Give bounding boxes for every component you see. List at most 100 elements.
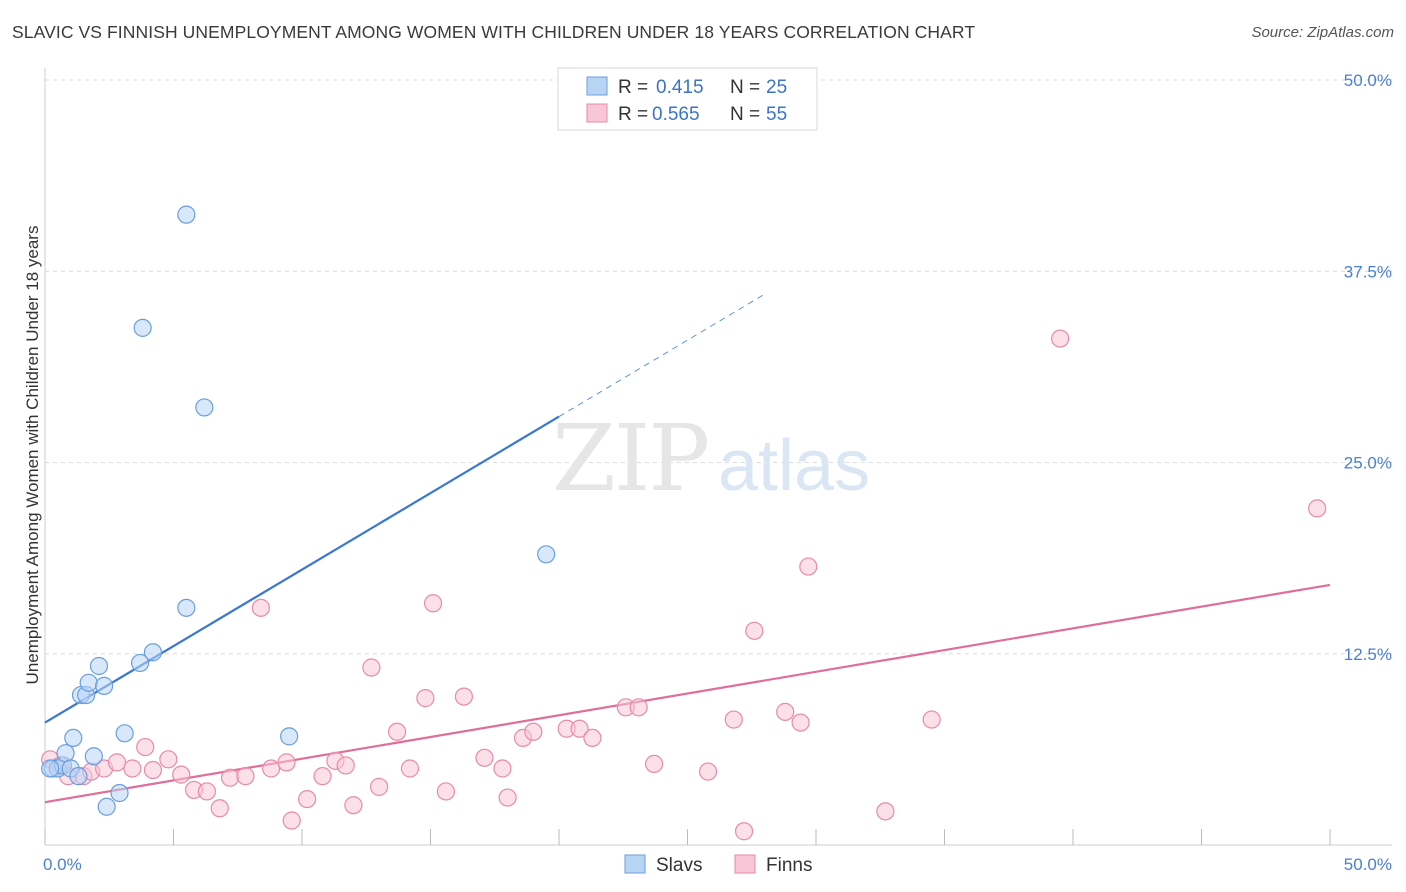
watermark-atlas: atlas <box>718 426 870 506</box>
series-legend: Slavs Finns <box>624 854 812 876</box>
trend-lines <box>44 293 1331 804</box>
slavs-n-value: 25 <box>766 77 787 98</box>
finns-r-value: 0.565 <box>652 104 700 125</box>
finns-point-40 <box>570 719 589 738</box>
finns-point-20 <box>282 811 301 830</box>
chart-title: SLAVIC VS FINNISH UNEMPLOYMENT AMONG WOM… <box>12 22 976 42</box>
slavs-point-5 <box>64 728 83 748</box>
y-tick-label-1: 25.0% <box>1344 454 1392 473</box>
legend-finns-label: Finns <box>766 855 812 876</box>
slavs-point-18 <box>143 643 163 662</box>
slavs-point-20 <box>177 598 196 617</box>
finns-point-35 <box>493 759 512 778</box>
finns-point-17 <box>251 598 270 617</box>
finns-point-47 <box>734 822 754 841</box>
finns-point-22 <box>313 767 332 786</box>
y-tick-label-0: 12.5% <box>1344 645 1392 664</box>
slavs-point-14 <box>110 783 129 803</box>
finns-point-38 <box>524 722 543 741</box>
finns-point-31 <box>423 594 443 613</box>
slavs-point-21 <box>195 398 214 417</box>
slavs-point-6 <box>69 767 88 786</box>
finns-point-45 <box>698 762 718 781</box>
watermark: ZIP atlas <box>552 405 870 512</box>
gridlines <box>45 79 1392 655</box>
finns-trend-line <box>44 583 1331 804</box>
finns-point-8 <box>136 737 155 757</box>
slavs-swatch <box>586 76 608 96</box>
finns-point-41 <box>583 728 602 748</box>
axes <box>44 68 1392 846</box>
slavs-r-label: R = <box>618 77 648 98</box>
finns-point-49 <box>776 702 795 721</box>
slavs-point-23 <box>537 545 556 564</box>
finns-point-21 <box>298 789 317 809</box>
finns-point-54 <box>1051 329 1070 348</box>
source-label: Source: ZipAtlas.com <box>1251 24 1394 41</box>
watermark-zip: ZIP <box>552 405 708 512</box>
slavs-point-19 <box>177 205 196 224</box>
finns-point-26 <box>362 658 381 677</box>
finns-point-43 <box>629 698 648 717</box>
finns-point-18 <box>262 759 281 778</box>
legend-slavs-swatch <box>624 854 646 874</box>
finns-point-16 <box>236 767 255 786</box>
stats-legend: R = 0.415 N = 25 R = 0.565 N = 55 <box>557 67 818 131</box>
legend-slavs-label: Slavs <box>656 855 702 876</box>
finns-point-44 <box>644 754 664 774</box>
slavs-point-10 <box>84 747 103 766</box>
finns-point-14 <box>210 799 229 818</box>
finns-point-52 <box>876 802 895 821</box>
finns-point-46 <box>724 710 743 729</box>
slavs-point-24 <box>41 759 60 778</box>
finns-point-32 <box>436 782 456 801</box>
slavs-point-13 <box>97 797 116 816</box>
slavs-trend-line <box>44 415 560 724</box>
finns-n-value: 55 <box>766 104 787 125</box>
finns-point-15 <box>220 768 240 787</box>
legend-finns-swatch <box>734 854 756 874</box>
finns-point-50 <box>791 713 810 732</box>
x-tick-label-max: 50.0% <box>1344 855 1392 874</box>
finns-swatch <box>586 103 608 123</box>
finns-point-25 <box>344 796 363 815</box>
slavs-point-9 <box>79 673 98 692</box>
slavs-n-label: N = <box>730 77 760 98</box>
finns-point-28 <box>387 722 407 741</box>
slavs-point-17 <box>133 318 152 337</box>
y-axis-label: Unemployment Among Women with Children U… <box>23 226 42 685</box>
slavs-point-12 <box>95 676 114 695</box>
slavs-point-3 <box>56 744 75 763</box>
finns-point-19 <box>277 753 296 772</box>
slavs-point-22 <box>280 727 299 746</box>
finns-point-10 <box>159 750 178 769</box>
finns-n-label: N = <box>730 104 760 125</box>
finns-point-24 <box>336 756 355 775</box>
slavs-point-15 <box>115 724 134 743</box>
finns-point-53 <box>922 710 941 729</box>
data-points <box>41 205 1327 841</box>
finns-point-6 <box>107 753 127 772</box>
finns-point-34 <box>475 748 494 767</box>
finns-point-55 <box>1308 499 1327 518</box>
slavs-r-value: 0.415 <box>656 77 704 98</box>
finns-point-7 <box>123 759 142 778</box>
finns-point-11 <box>172 765 191 784</box>
finns-r-label: R = <box>618 104 648 125</box>
finns-point-27 <box>370 777 389 796</box>
finns-point-9 <box>143 760 163 780</box>
y-tick-labels: 12.5% 25.0% 37.5% 50.0% <box>1344 71 1392 664</box>
y-tick-label-2: 37.5% <box>1344 262 1392 281</box>
finns-point-13 <box>197 782 217 801</box>
finns-point-36 <box>498 788 517 807</box>
x-tick-labels: 0.0% 50.0% <box>43 855 1392 874</box>
slavs-point-16 <box>130 653 150 673</box>
finns-point-48 <box>745 621 764 640</box>
slavs-point-11 <box>89 656 109 676</box>
finns-point-29 <box>400 759 420 778</box>
slavs-trend-extension <box>558 293 765 418</box>
finns-point-30 <box>416 689 435 708</box>
x-tick-label-min: 0.0% <box>43 855 82 874</box>
y-tick-label-3: 50.0% <box>1344 71 1392 90</box>
